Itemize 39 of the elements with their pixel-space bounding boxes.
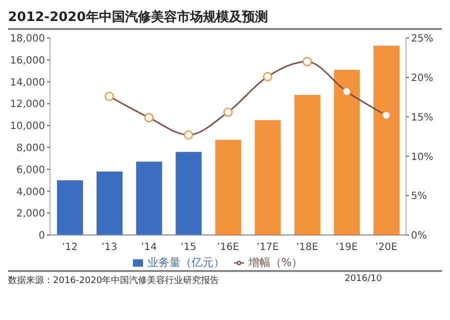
bar: [176, 152, 202, 235]
y-tick-label: 0: [38, 230, 45, 242]
bar: [373, 46, 400, 235]
y-tick-label: 6,000: [16, 164, 45, 176]
chart-title: 2012-2020年中国汽修美容市场规模及预测: [8, 8, 442, 30]
legend-label: 业务量（亿元）: [147, 256, 224, 269]
bar: [294, 94, 320, 235]
bar: [136, 162, 162, 235]
x-tick-label: ’15: [180, 242, 196, 254]
legend-label: 增幅（%）: [248, 256, 303, 269]
y2-tick-label: 20%: [411, 72, 434, 84]
source-note: 数据来源：2016-2020年中国汽修美容行业研究报告: [8, 274, 220, 287]
y-tick-label: 14,000: [10, 77, 45, 88]
x-tick-label: ’19E: [336, 242, 358, 254]
bar: [57, 180, 83, 235]
y-tick-label: 16,000: [10, 55, 45, 66]
y-tick-label: 2,000: [16, 208, 45, 220]
y-tick-label: 18,000: [10, 34, 45, 45]
bar: [254, 120, 281, 235]
bar: [334, 70, 360, 235]
x-tick-label: ’12: [62, 242, 78, 254]
x-tick-label: ’14: [140, 242, 157, 254]
bar: [215, 140, 242, 235]
x-tick-label: ’20E: [375, 242, 398, 254]
y2-tick-label: 10%: [411, 152, 434, 163]
x-tick-label: ’16E: [216, 242, 240, 254]
y-tick-label: 8,000: [16, 142, 45, 154]
x-tick-label: ’13: [101, 242, 118, 254]
y2-tick-label: 5%: [411, 191, 427, 202]
y2-tick-label: 0%: [411, 230, 427, 242]
x-tick-label: ’18E: [296, 242, 318, 254]
bar: [96, 172, 123, 235]
y-tick-label: 10,000: [10, 121, 45, 132]
y2-tick-label: 25%: [411, 34, 434, 45]
x-tick-label: ’17E: [256, 242, 279, 254]
y-tick-label: 12,000: [10, 99, 45, 110]
text: 2016/10: [344, 274, 382, 286]
y2-tick-label: 15%: [411, 112, 434, 124]
y-tick-label: 4,000: [16, 186, 45, 198]
